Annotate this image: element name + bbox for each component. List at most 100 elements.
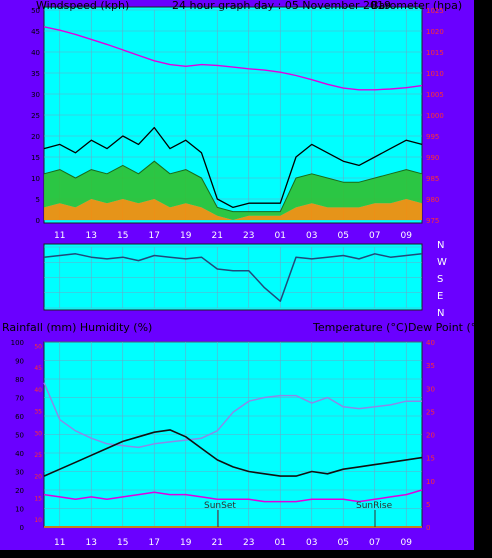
rainfall-y-tick-label: 50 (34, 344, 42, 351)
x-tick-label: 21 (212, 231, 223, 241)
temperature-y-tick-label: 35 (426, 362, 435, 370)
x-tick-label: 17 (149, 538, 160, 548)
humidity-y-tick-label: 10 (15, 506, 24, 514)
x-tick-label: 19 (180, 231, 192, 241)
temperature-y-tick-label: 20 (426, 432, 435, 440)
wind-y-tick-label: 35 (31, 70, 40, 78)
barometer-axis-title: Barometer (hpa) (371, 0, 462, 12)
wind-axis-title: Windspeed (kph) (36, 0, 129, 12)
x-tick-label: 05 (338, 231, 349, 241)
temperature-y-tick-label: 30 (426, 385, 435, 393)
barometer-y-tick-label: 1005 (426, 91, 444, 99)
x-tick-label: 15 (117, 538, 128, 548)
wind-average-band (44, 161, 422, 220)
humidity-y-tick-label: 50 (15, 432, 24, 440)
temperature-chart: 0102030405060708090100101520253035404550… (11, 339, 435, 548)
x-tick-label: 07 (369, 538, 380, 548)
temperature-y-tick-label: 5 (426, 501, 430, 509)
x-tick-label: 23 (243, 538, 254, 548)
humidity-y-tick-label: 80 (15, 376, 24, 384)
x-tick-label: 19 (180, 538, 192, 548)
x-tick-label: 03 (306, 231, 317, 241)
barometer-y-tick-label: 975 (426, 217, 439, 225)
humidity-y-tick-label: 20 (15, 487, 24, 495)
wind-y-tick-label: 30 (31, 91, 40, 99)
barometer-line (43, 26, 423, 91)
barometer-y-tick-label: 985 (426, 175, 439, 183)
wind-y-tick-label: 45 (31, 28, 40, 36)
wind-y-tick-label: 5 (36, 196, 40, 204)
wind-direction-line (43, 253, 423, 302)
wind-y-tick-label: 50 (31, 7, 40, 15)
x-tick-label: 21 (212, 538, 223, 548)
rainfall-y-tick-label: 25 (34, 452, 42, 459)
rain-humidity-axis-title: Rainfall (mm) Humidity (%) (2, 321, 152, 334)
x-tick-label: 13 (86, 231, 97, 241)
graph-title: 24 hour graph day : 05 November 2019 (172, 0, 391, 12)
rainfall-y-tick-label: 45 (34, 365, 42, 372)
direction-plot-area (43, 243, 423, 311)
wind-average-line (43, 160, 423, 213)
barometer-y-tick-label: 1020 (426, 28, 444, 36)
wind-y-tick-label: 40 (31, 49, 40, 57)
x-tick-label: 09 (401, 538, 413, 548)
humidity-y-tick-label: 60 (15, 413, 24, 421)
humidity-y-tick-label: 90 (15, 358, 24, 366)
temperature-y-tick-label: 40 (426, 339, 435, 347)
x-tick-label: 23 (243, 231, 254, 241)
x-tick-label: 15 (117, 231, 128, 241)
sunset-label: SunSet (204, 501, 236, 511)
x-tick-label: 07 (369, 231, 380, 241)
temperature-axis-title: Temperature (°C)Dew Point (°C) (312, 321, 488, 334)
wind-gust-line (43, 126, 423, 209)
barometer-y-tick-label: 1015 (426, 49, 444, 57)
direction-compass-label: E (437, 291, 443, 302)
x-tick-label: 01 (275, 231, 286, 241)
direction-compass-label: N (437, 308, 444, 319)
temperature-y-tick-label: 10 (426, 478, 435, 486)
temperature-y-tick-label: 0 (426, 524, 430, 532)
x-tick-label: 01 (275, 538, 286, 548)
x-tick-label: 03 (306, 538, 317, 548)
rainfall-y-tick-label: 40 (34, 387, 42, 394)
humidity-line (43, 382, 422, 449)
humidity-y-tick-label: 0 (20, 524, 24, 532)
wind-low-band (44, 199, 422, 220)
sunrise-label: SunRise (356, 501, 393, 511)
temperature-y-tick-label: 25 (426, 408, 435, 416)
barometer-y-tick-label: 1025 (426, 7, 444, 15)
x-tick-label: 09 (401, 231, 413, 241)
wind-y-tick-label: 10 (31, 175, 40, 183)
x-tick-label: 05 (338, 538, 349, 548)
humidity-y-tick-label: 40 (15, 450, 24, 458)
temperature-line (43, 429, 423, 477)
direction-compass-label: N (437, 240, 444, 251)
wind-y-tick-label: 20 (31, 133, 40, 141)
wind-chart: 0510152025303540455097598098599099510001… (31, 7, 444, 241)
x-tick-label: 11 (54, 231, 65, 241)
x-tick-label: 17 (149, 231, 160, 241)
wind-y-tick-label: 25 (31, 112, 40, 120)
x-tick-label: 13 (86, 538, 97, 548)
rainfall-y-tick-label: 20 (34, 474, 42, 481)
x-tick-label: 11 (54, 538, 65, 548)
direction-compass-label: S (437, 274, 443, 285)
barometer-y-tick-label: 1000 (426, 112, 444, 120)
dewpoint-line (43, 489, 423, 503)
wind-y-tick-label: 0 (36, 217, 40, 225)
barometer-y-tick-label: 990 (426, 154, 439, 162)
humidity-y-tick-label: 30 (15, 469, 24, 477)
direction-compass-label: W (437, 257, 447, 268)
rainfall-y-tick-label: 30 (34, 430, 42, 437)
wind-y-tick-label: 15 (31, 154, 40, 162)
barometer-y-tick-label: 1010 (426, 70, 444, 78)
humidity-y-tick-label: 100 (11, 339, 24, 347)
humidity-y-tick-label: 70 (15, 395, 24, 403)
temperature-y-tick-label: 15 (426, 455, 435, 463)
rainfall-y-tick-label: 15 (34, 495, 42, 502)
rainfall-y-tick-label: 35 (34, 409, 42, 416)
barometer-y-tick-label: 980 (426, 196, 439, 204)
